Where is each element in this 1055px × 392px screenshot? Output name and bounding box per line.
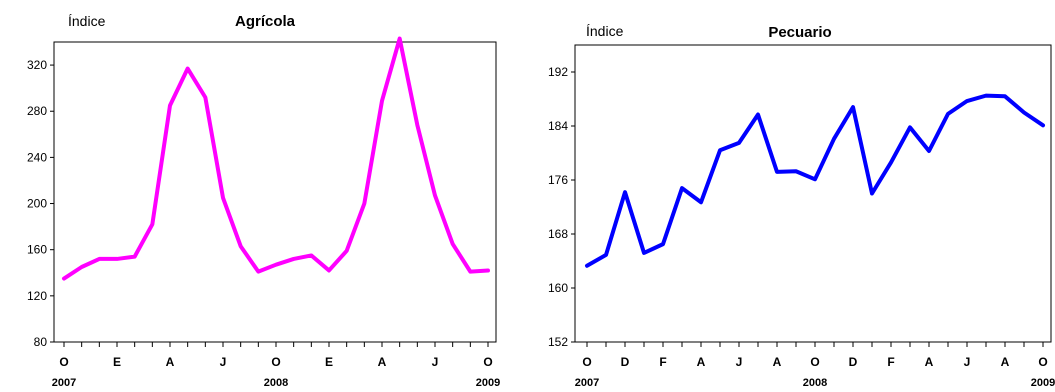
agricola-y-unit-label: Índice: [68, 13, 106, 29]
pecuario-month-label: A: [697, 355, 706, 369]
agricola-plot-frame: [53, 41, 497, 343]
pecuario-month-label: O: [810, 355, 819, 369]
pecuario-month-label: J: [736, 355, 743, 369]
pecuario-month-label: J: [964, 355, 971, 369]
agricola-y-tick-label: 200: [27, 197, 47, 211]
pecuario-y-tick-label: 168: [548, 227, 568, 241]
pecuario-month-label: O: [582, 355, 591, 369]
pecuario-month-label: D: [849, 355, 858, 369]
agricola-month-label: J: [220, 355, 227, 369]
pecuario-x-axis: O D F A J A O D F A J A O 2007 2008 2009: [575, 342, 1055, 389]
agricola-y-tick-label: 160: [27, 243, 47, 257]
pecuario-month-label: A: [925, 355, 934, 369]
agricola-y-tick-label: 320: [27, 58, 47, 72]
pecuario-year-label: 2009: [1031, 377, 1055, 389]
agricola-month-label: A: [378, 355, 387, 369]
agricola-month-label: O: [271, 355, 280, 369]
pecuario-series: [585, 93, 1045, 268]
pecuario-month-label: A: [1001, 355, 1010, 369]
agricola-year-label: 2009: [476, 377, 500, 389]
pecuario-month-label: D: [621, 355, 630, 369]
agricola-month-label: O: [483, 355, 492, 369]
pecuario-title: Pecuario: [768, 24, 831, 41]
agricola-month-label: A: [166, 355, 175, 369]
agricola-month-label: J: [432, 355, 439, 369]
agricola-year-label: 2008: [264, 377, 288, 389]
agricola-month-label: E: [113, 355, 121, 369]
pecuario-month-label: F: [659, 355, 666, 369]
agricola-y-axis: 80 120 160 200 240 280 320: [27, 58, 54, 349]
pecuario-y-tick-label: 160: [548, 281, 568, 295]
agricola-month-label: O: [59, 355, 68, 369]
pecuario-plot-frame: [574, 44, 1052, 343]
agricola-y-tick-label: 240: [27, 150, 47, 164]
agricola-chart: Índice Agrícola 80 120 160 200 240 280 320 O E A…: [27, 13, 500, 389]
pecuario-y-axis: 152 160 168 176 184 192: [548, 65, 575, 349]
pecuario-month-label: A: [773, 355, 782, 369]
pecuario-y-unit-label: Índice: [586, 23, 624, 39]
pecuario-year-label: 2008: [803, 377, 827, 389]
agricola-y-tick-label: 80: [34, 335, 48, 349]
agricola-y-tick-label: 280: [27, 104, 47, 118]
pecuario-line: [585, 93, 1045, 268]
pecuario-year-label: 2007: [575, 377, 599, 389]
pecuario-y-tick-label: 176: [548, 173, 568, 187]
agricola-year-label: 2007: [52, 377, 76, 389]
agricola-title: Agrícola: [235, 13, 296, 30]
pecuario-month-label: F: [887, 355, 894, 369]
agricola-x-axis: O E A J O E A J O 2007 2008 2009: [52, 342, 500, 389]
pecuario-month-label: O: [1038, 355, 1047, 369]
pecuario-y-tick-label: 192: [548, 65, 568, 79]
agricola-month-label: E: [325, 355, 333, 369]
agricola-y-tick-label: 120: [27, 289, 47, 303]
pecuario-y-tick-label: 152: [548, 335, 568, 349]
agricola-series: [62, 36, 490, 281]
pecuario-chart: Índice Pecuario 152 160 168 176 184 192 O D F A J…: [548, 23, 1055, 389]
pecuario-y-tick-label: 184: [548, 119, 568, 133]
agricola-line: [62, 36, 490, 281]
